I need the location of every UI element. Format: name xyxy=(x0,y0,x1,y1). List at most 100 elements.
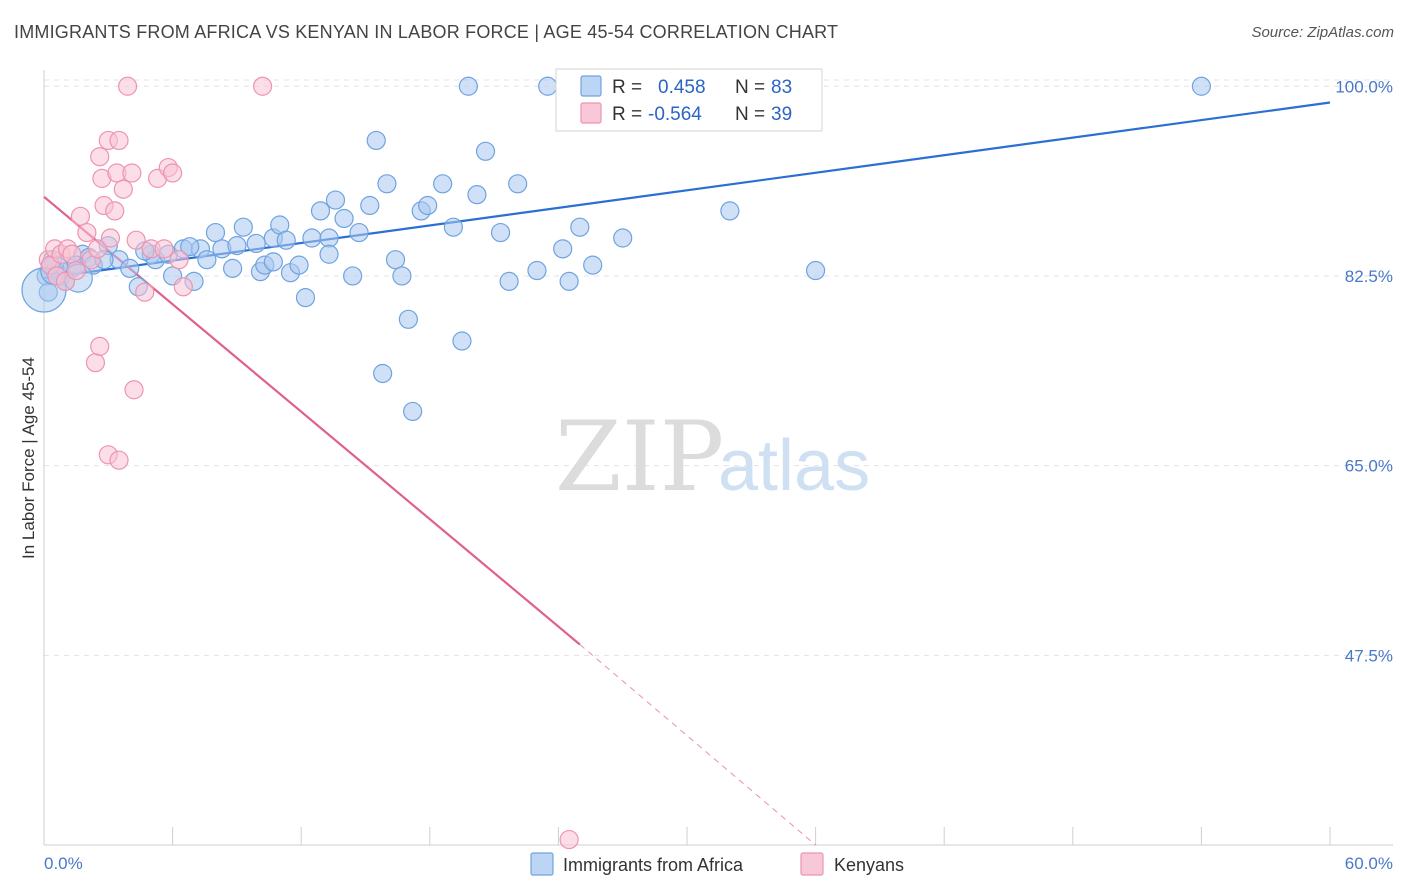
point-africa-37 xyxy=(325,190,346,210)
point-africa-25 xyxy=(233,217,253,237)
point-kenyans-24 xyxy=(126,230,146,250)
point-africa-44 xyxy=(377,174,397,194)
point-africa-39 xyxy=(343,266,363,286)
y-axis-label: In Labor Force | Age 45-54 xyxy=(19,357,38,559)
legend-r-value-kenyans: -0.564 xyxy=(648,104,702,125)
point-africa-43 xyxy=(373,363,393,384)
point-africa-26 xyxy=(246,233,266,254)
point-africa-56 xyxy=(490,222,511,243)
point-africa-63 xyxy=(570,217,590,237)
y-tick-label-0: 100.0% xyxy=(1335,77,1393,96)
point-africa-62 xyxy=(559,271,579,291)
point-africa-68 xyxy=(805,260,826,281)
point-africa-67 xyxy=(720,201,740,221)
point-africa-36 xyxy=(319,228,339,248)
point-kenyans-9 xyxy=(70,206,91,226)
point-kenyans-23 xyxy=(122,163,142,183)
point-africa-38 xyxy=(334,208,354,229)
legend-r-value-africa: 0.458 xyxy=(658,77,706,98)
point-kenyans-35 xyxy=(90,336,110,356)
legend-n-value-africa: 83 xyxy=(771,77,792,98)
point-africa-60 xyxy=(538,76,558,96)
point-africa-42 xyxy=(366,130,386,151)
point-africa-46 xyxy=(392,266,412,286)
point-africa-32 xyxy=(289,255,309,275)
bottom-legend: Immigrants from Africa Kenyans xyxy=(530,852,904,876)
bottom-legend-swatch-africa xyxy=(530,852,554,876)
x-tick-labels: 0.0% 60.0% xyxy=(44,854,1393,873)
axes xyxy=(43,70,1393,846)
bottom-legend-label-kenyans: Kenyans xyxy=(834,855,904,875)
bottom-legend-swatch-kenyans xyxy=(800,852,824,876)
point-africa-41 xyxy=(360,195,380,216)
point-kenyans-17 xyxy=(100,228,121,248)
point-africa-58 xyxy=(508,174,528,194)
point-africa-23 xyxy=(223,258,243,278)
point-africa-70 xyxy=(319,244,339,264)
legend-n-label-africa: N = xyxy=(735,77,765,98)
point-kenyans-31 xyxy=(169,250,189,270)
data-points xyxy=(21,76,1212,850)
point-kenyans-25 xyxy=(135,282,155,302)
point-kenyans-36 xyxy=(124,380,144,400)
point-africa-78 xyxy=(276,230,296,250)
point-africa-73 xyxy=(180,237,200,257)
point-africa-52 xyxy=(452,331,472,351)
point-kenyans-7 xyxy=(62,244,82,264)
legend-n-label-kenyans: N = xyxy=(735,104,765,125)
y-tick-label-3: 47.5% xyxy=(1345,646,1393,665)
point-africa-49 xyxy=(418,195,438,216)
point-africa-64 xyxy=(583,255,603,275)
point-africa-21 xyxy=(205,222,226,243)
x-tick-label-min: 0.0% xyxy=(44,854,83,873)
point-africa-55 xyxy=(475,141,496,161)
point-africa-57 xyxy=(499,271,519,291)
y-tick-label-1: 82.5% xyxy=(1345,267,1393,286)
trend-line-dashed-kenyans xyxy=(579,644,816,846)
point-kenyans-8 xyxy=(66,260,86,281)
point-africa-40 xyxy=(349,222,369,243)
chart-source: Source: ZipAtlas.com xyxy=(1251,24,1394,41)
point-kenyans-13 xyxy=(90,147,110,167)
point-africa-33 xyxy=(295,288,316,308)
y-tick-label-2: 65.0% xyxy=(1345,457,1393,476)
legend-r-label-africa: R = xyxy=(612,77,642,98)
point-kenyans-22 xyxy=(117,76,138,96)
point-kenyans-33 xyxy=(253,76,273,96)
legend-n-value-kenyans: 39 xyxy=(771,104,792,125)
point-kenyans-21 xyxy=(113,179,133,199)
point-africa-69 xyxy=(1191,76,1212,96)
point-africa-34 xyxy=(302,228,322,248)
legend-box: R = 0.458 N = 83 R = -0.564 N = 39 xyxy=(555,68,823,132)
y-tick-labels: 100.0% 82.5% 65.0% 47.5% xyxy=(1335,77,1393,665)
legend-r-label-kenyans: R = xyxy=(612,104,642,125)
legend-swatch-kenyans xyxy=(580,102,602,124)
grid-lines xyxy=(44,79,1393,656)
point-kenyans-20 xyxy=(109,130,129,151)
point-africa-24 xyxy=(227,235,247,256)
point-kenyans-30 xyxy=(163,163,183,183)
point-africa-35 xyxy=(310,201,331,221)
watermark: ZIP atlas xyxy=(555,401,870,513)
point-africa-77 xyxy=(197,250,217,270)
bottom-legend-label-africa: Immigrants from Africa xyxy=(563,855,744,875)
point-africa-51 xyxy=(443,217,463,237)
point-kenyans-12 xyxy=(87,239,108,259)
point-africa-71 xyxy=(403,401,423,422)
point-africa-47 xyxy=(398,309,418,329)
point-africa-61 xyxy=(553,239,573,259)
point-kenyans-38 xyxy=(109,450,129,470)
point-kenyans-32 xyxy=(173,277,193,297)
point-kenyans-18 xyxy=(105,201,125,221)
point-africa-59 xyxy=(527,260,547,281)
watermark-zip: ZIP xyxy=(555,401,724,513)
chart-title: IMMIGRANTS FROM AFRICA VS KENYAN IN LABO… xyxy=(14,22,839,42)
point-kenyans-10 xyxy=(77,222,97,243)
x-tick-label-max: 60.0% xyxy=(1345,854,1393,873)
point-africa-72 xyxy=(263,252,283,272)
point-africa-12 xyxy=(120,258,140,278)
point-africa-54 xyxy=(467,185,487,205)
point-kenyans-34 xyxy=(85,353,106,373)
point-africa-45 xyxy=(385,250,406,270)
